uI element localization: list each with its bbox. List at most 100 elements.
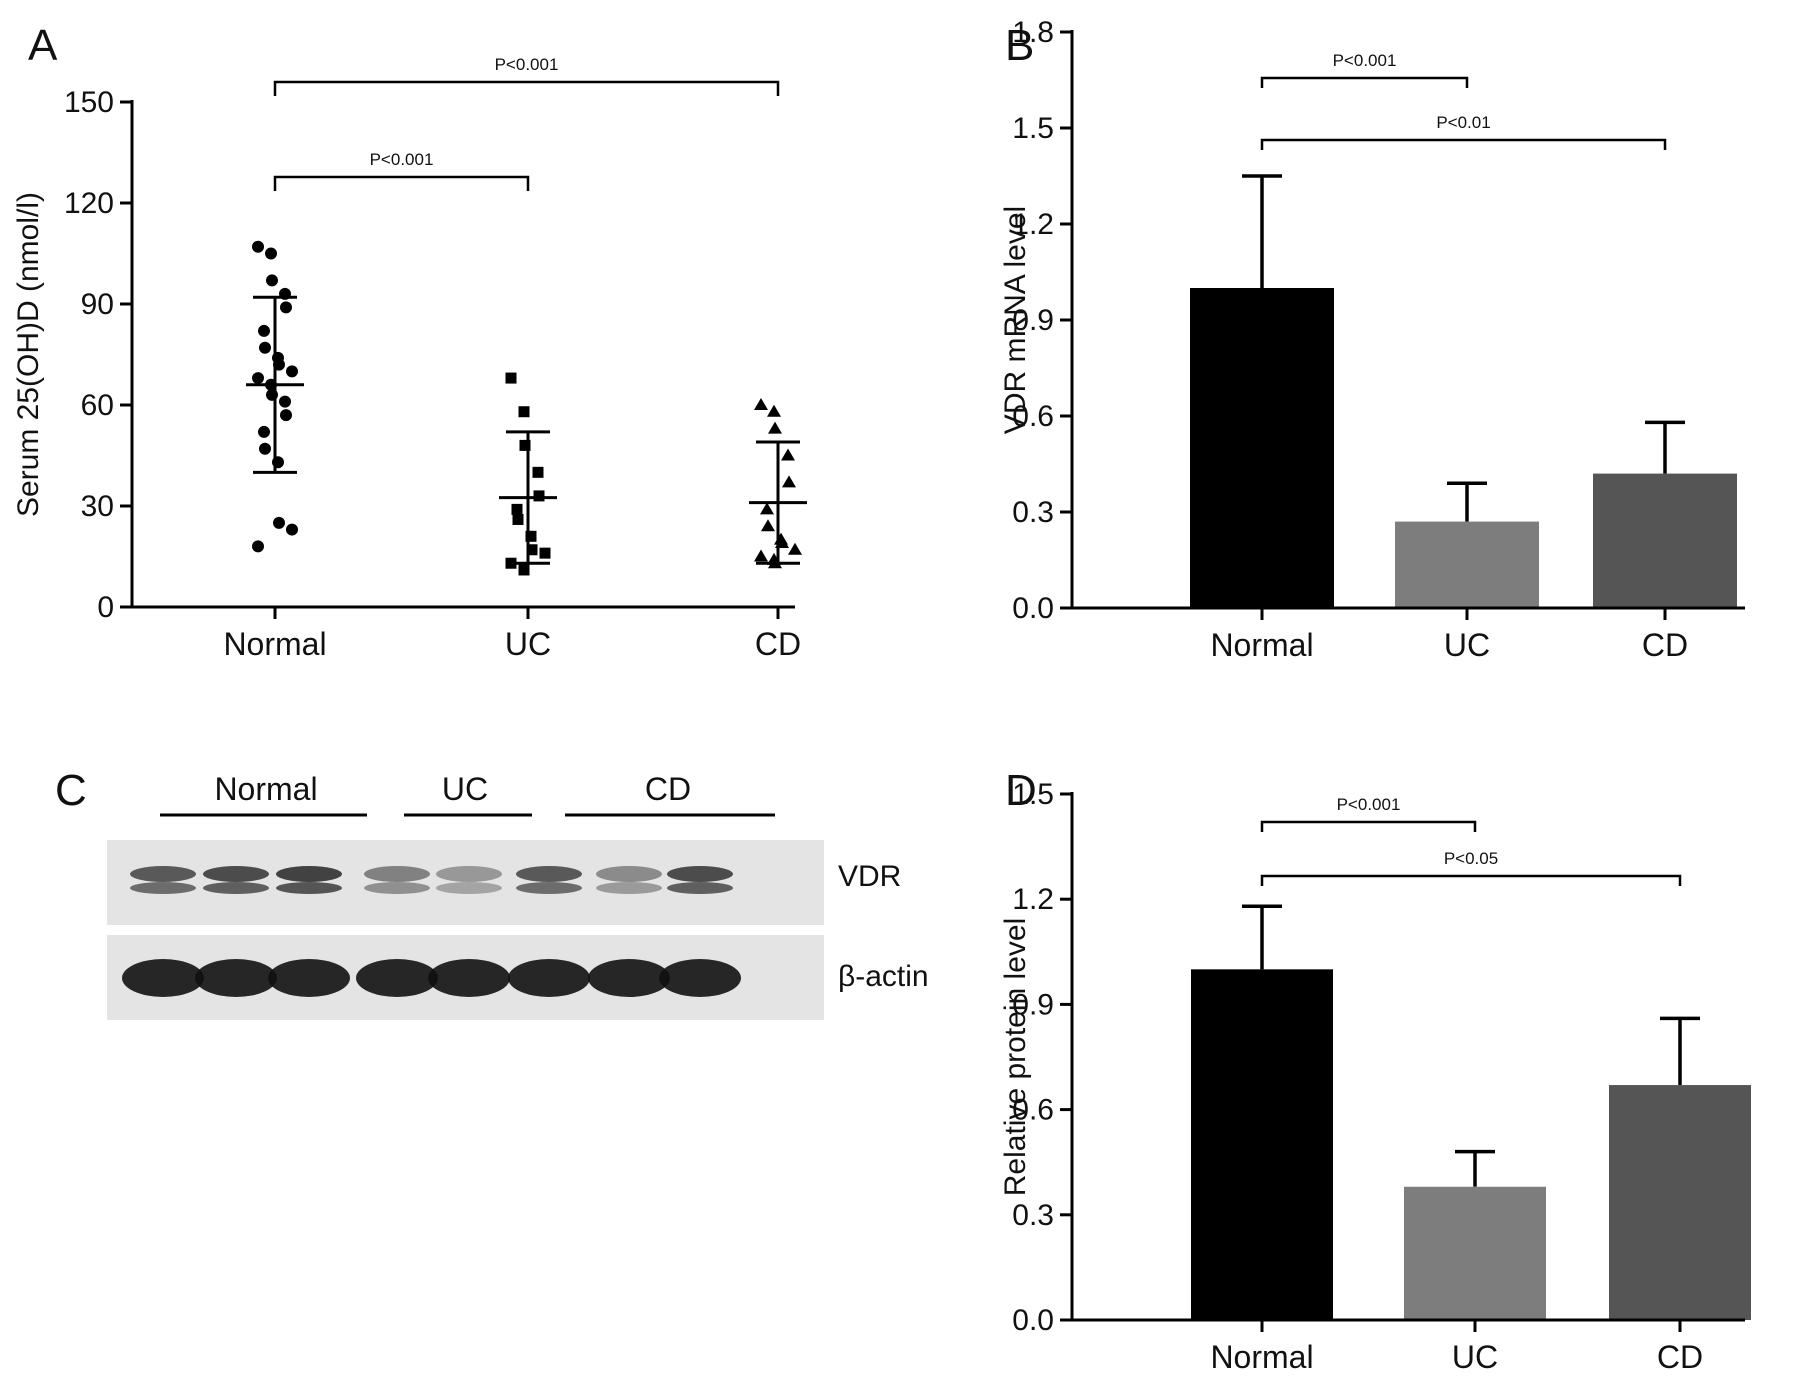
panel-d-x-tick-label: UC [1452, 1339, 1498, 1375]
panel-a-point [265, 247, 277, 260]
panel-b-y-tick-label: 0.9 [1012, 304, 1054, 337]
panel-letter-b: B [1005, 21, 1034, 70]
panel-a-significance-bracket [273, 80, 780, 96]
panel-b-significance-label: P<0.01 [1436, 113, 1490, 132]
panel-a-y-tick-label: 0 [97, 591, 114, 624]
panel-b-bar-chart: 0.0 0.3 0.6 0.9 1.2 1.5 1.8 Normal UC CD VDR mRNA … [999, 16, 1745, 663]
panel-a-point [518, 564, 530, 576]
panel-letter-d: D [1005, 766, 1037, 815]
panel-a-point [532, 466, 544, 478]
panel-c-row-label: VDR [838, 860, 901, 893]
panel-a-scatter-chart: 0 30 60 90 120 150 Normal UC CD Serum 25(OH)D (nm… [12, 55, 807, 662]
panel-c-vdr-band [130, 882, 196, 894]
panel-letter-c: C [55, 766, 87, 815]
panel-d-bar-chart: 0.0 0.3 0.6 0.9 1.2 1.5 Normal UC CD Relative pro… [999, 778, 1751, 1375]
panel-b-bar [1593, 473, 1737, 608]
panel-a-point [539, 547, 551, 559]
panel-d-y-axis-label: Relative protein level [999, 918, 1032, 1196]
panel-a-x-tick-label: CD [755, 626, 801, 662]
panel-c-group-label: UC [442, 771, 488, 807]
panel-d-significance-label: P<0.05 [1444, 849, 1498, 868]
panel-a-point [754, 398, 768, 410]
panel-b-y-tick-label: 0.6 [1012, 400, 1054, 433]
panel-a-point [286, 365, 298, 378]
panel-c-western-blot: Normal UC CD VDR β-actin [107, 771, 929, 1020]
panel-a-y-tick-label: 90 [81, 288, 114, 321]
panel-c-vdr-band [516, 882, 582, 894]
panel-b-x-tick-label: CD [1642, 627, 1688, 663]
panel-a-point [781, 448, 795, 461]
panel-a-point [760, 502, 774, 515]
panel-b-y-tick-label: 0.3 [1012, 496, 1054, 529]
panel-b-x-tick-label: UC [1444, 627, 1490, 663]
panel-a-point [533, 490, 545, 502]
panel-b-bar [1190, 288, 1334, 608]
panel-a-point [266, 274, 278, 287]
panel-d-y-tick-label: 0.0 [1012, 1304, 1054, 1337]
panel-d-bar [1191, 969, 1333, 1320]
panel-a-x-tick-label: UC [505, 626, 551, 662]
panel-a-point [280, 301, 292, 314]
panel-c-vdr-band [436, 866, 502, 882]
panel-c-group-label: CD [645, 771, 691, 807]
panel-c-vdr-band [364, 866, 430, 882]
panel-c-vdr-band [596, 882, 662, 894]
panel-a-y-tick-label: 120 [64, 187, 114, 220]
panel-b-y-tick-label: 1.8 [1012, 16, 1054, 49]
panel-a-point [754, 549, 768, 562]
panel-a-significance-label: P<0.001 [495, 55, 559, 74]
panel-a-y-axis-label: Serum 25(OH)D (nmol/l) [12, 192, 45, 517]
panel-c-vdr-band [667, 866, 733, 882]
panel-a-point [782, 475, 796, 488]
panel-c-vdr-band [436, 882, 502, 894]
panel-c-actin-band [659, 959, 741, 997]
panel-a-point [258, 425, 270, 438]
panel-a-point [525, 530, 537, 542]
panel-letter-a: A [28, 21, 58, 70]
panel-d-bar [1404, 1186, 1546, 1320]
panel-a-y-tick-label: 60 [81, 389, 114, 422]
panel-a-y-tick-label: 150 [64, 86, 114, 119]
panel-c-vdr-band [276, 882, 342, 894]
panel-a-point [280, 409, 292, 422]
panel-d-significance-bracket [1260, 820, 1477, 832]
panel-a-point [767, 404, 781, 417]
panel-c-actin-band [428, 959, 510, 997]
panel-c-actin-band [588, 959, 670, 997]
panel-a-x-tick-label: Normal [223, 626, 326, 662]
panel-c-actin-band [356, 959, 438, 997]
panel-a-point [252, 372, 264, 385]
panel-b-significance-label: P<0.001 [1333, 51, 1397, 70]
panel-b-y-tick-label: 1.2 [1012, 208, 1054, 241]
panel-c-actin-band [122, 959, 204, 997]
panel-c-vdr-band [203, 866, 269, 882]
panel-d-y-tick-label: 1.2 [1012, 883, 1054, 916]
panel-a-y-tick-label: 30 [81, 490, 114, 523]
panel-d-x-tick-label: CD [1657, 1339, 1703, 1375]
panel-c-vdr-band [364, 882, 430, 894]
panel-c-actin-band [195, 959, 277, 997]
panel-d-x-tick-label: Normal [1210, 1339, 1313, 1375]
panel-b-y-tick-label: 0.0 [1012, 592, 1054, 625]
panel-c-actin-band [268, 959, 350, 997]
panel-a-point [252, 240, 264, 253]
panel-a-significance-label: P<0.001 [370, 150, 434, 169]
panel-b-significance-bracket [1260, 76, 1469, 88]
panel-b-bar [1395, 521, 1539, 608]
panel-a-point [258, 324, 270, 337]
panel-c-vdr-band [596, 866, 662, 882]
panel-b-y-tick-label: 1.5 [1012, 112, 1054, 145]
panel-a-point [768, 421, 782, 434]
panel-a-point [519, 439, 531, 451]
panel-d-significance-bracket [1260, 874, 1682, 886]
panel-a-point [761, 519, 775, 532]
panel-d-bar [1609, 1085, 1751, 1320]
panel-a-point [526, 544, 538, 556]
panel-a-point [279, 395, 291, 408]
panel-a-point [259, 341, 271, 354]
panel-b-significance-bracket [1260, 138, 1667, 150]
panel-d-y-tick-label: 0.3 [1012, 1199, 1054, 1232]
panel-c-vdr-band [667, 882, 733, 894]
panel-a-point [518, 406, 530, 418]
